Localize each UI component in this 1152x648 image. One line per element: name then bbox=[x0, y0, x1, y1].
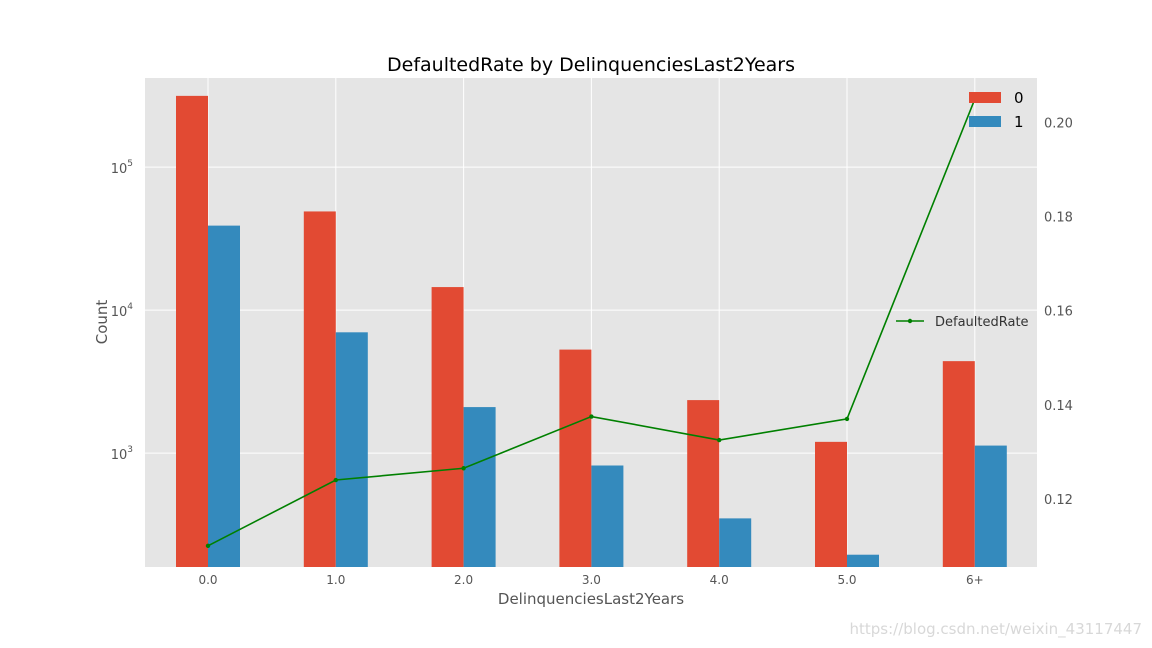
defaulted-rate-point-1.0 bbox=[333, 477, 338, 483]
bar-series-0-2.0 bbox=[431, 287, 464, 567]
defaulted-rate-point-3.0 bbox=[589, 414, 594, 419]
bars bbox=[176, 95, 1007, 568]
defaulted-rate-point-5.0 bbox=[844, 416, 850, 422]
legend-line-marker bbox=[907, 318, 913, 324]
bar-series-0-5.0 bbox=[815, 441, 847, 567]
y2-tick-label: 0.20 bbox=[1044, 117, 1073, 132]
defaulted-rate-point-4.0 bbox=[717, 437, 722, 443]
bar-series-1-2.0 bbox=[463, 407, 496, 567]
watermark: https://blog.csdn.net/weixin_43117447 bbox=[849, 620, 1142, 638]
bar-series-0-0.0 bbox=[176, 95, 208, 568]
bar-series-0-3.0 bbox=[559, 349, 592, 567]
y2-tick-label: 0.14 bbox=[1044, 399, 1073, 414]
legend-swatch-0 bbox=[969, 92, 1001, 103]
y-tick-labels: 103 104 105 bbox=[111, 159, 134, 463]
bar-series-0-1.0 bbox=[303, 211, 336, 567]
defaulted-rate-point-0.0 bbox=[205, 543, 211, 549]
bar-series-1-5.0 bbox=[847, 554, 879, 567]
bar-series-0-6+ bbox=[942, 361, 975, 567]
y-axis-label: Count bbox=[93, 300, 111, 345]
x-axis-label: DelinquenciesLast2Years bbox=[498, 590, 684, 608]
defaulted-rate-point-2.0 bbox=[461, 466, 466, 471]
legend-label-0: 0 bbox=[1014, 89, 1024, 107]
bar-series-1-4.0 bbox=[719, 518, 752, 567]
bar-series-1-6+ bbox=[974, 445, 1007, 567]
chart-title: DefaultedRate by DelinquenciesLast2Years bbox=[387, 54, 795, 76]
x-tick-label: 4.0 bbox=[710, 573, 729, 587]
x-tick-label: 5.0 bbox=[837, 573, 856, 587]
bar-series-1-0.0 bbox=[208, 225, 240, 567]
y-tick-label: 104 bbox=[111, 302, 134, 320]
x-tick-label: 2.0 bbox=[454, 573, 473, 587]
y-tick-label: 103 bbox=[111, 445, 133, 463]
bar-series-1-3.0 bbox=[591, 465, 624, 567]
legend-swatch-1 bbox=[969, 116, 1001, 127]
line-legend: DefaultedRate bbox=[896, 315, 1029, 330]
y2-tick-label: 0.18 bbox=[1044, 211, 1073, 226]
x-tick-label: 3.0 bbox=[582, 573, 601, 587]
bar-series-0-4.0 bbox=[687, 400, 720, 567]
legend-line-label: DefaultedRate bbox=[935, 315, 1029, 330]
bar-series-1-1.0 bbox=[335, 332, 368, 567]
y2-tick-label: 0.12 bbox=[1044, 493, 1073, 508]
x-tick-label: 6+ bbox=[966, 573, 984, 587]
legend-label-1: 1 bbox=[1014, 113, 1024, 131]
bar-legend: 01 bbox=[969, 89, 1024, 131]
x-tick-labels: 0.0 1.0 2.0 3.0 4.0 5.0 6+ bbox=[198, 573, 983, 587]
y2-tick-labels: 0.12 0.14 0.16 0.18 0.20 bbox=[1044, 117, 1073, 508]
x-tick-label: 1.0 bbox=[326, 573, 345, 587]
x-tick-label: 0.0 bbox=[198, 573, 217, 587]
y2-tick-label: 0.16 bbox=[1044, 305, 1073, 320]
y-tick-label: 105 bbox=[111, 159, 133, 177]
